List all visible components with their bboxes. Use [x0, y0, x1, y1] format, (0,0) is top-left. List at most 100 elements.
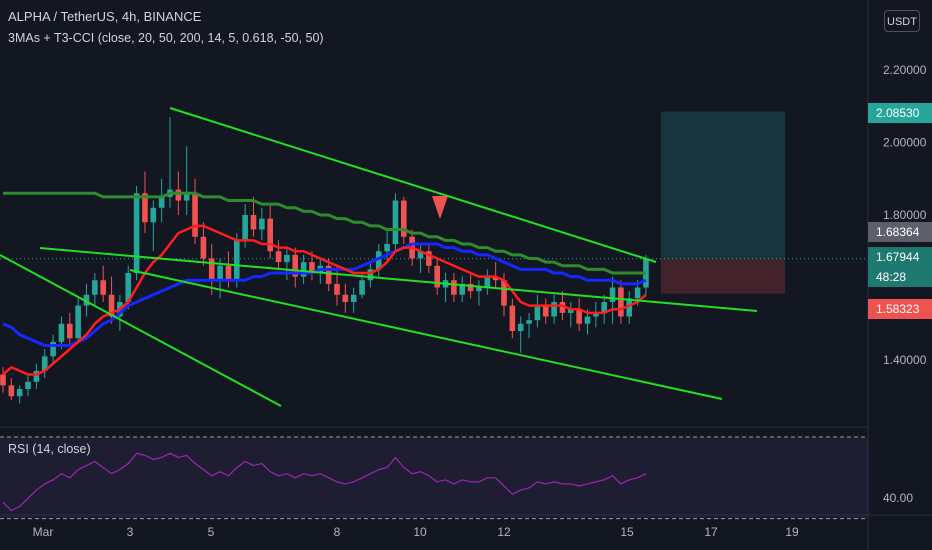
y-tick-label: 2.00000: [883, 136, 927, 150]
x-tick-label: 12: [497, 525, 511, 539]
rsi-line: [2, 452, 647, 512]
candle-body: [384, 244, 390, 252]
candle-body: [459, 283, 466, 295]
candle-body: [476, 287, 482, 292]
candle-body: [618, 287, 624, 317]
candle-body: [601, 302, 607, 313]
symbol-title: ALPHA / TetherUS, 4h, BINANCE: [8, 9, 202, 24]
candle-body: [108, 294, 115, 317]
x-tick-label: 8: [334, 525, 341, 539]
candle-body: [275, 251, 282, 263]
candle-body: [492, 276, 499, 281]
candle-body: [300, 262, 307, 277]
candle-body: [175, 189, 182, 201]
candle-body: [267, 218, 273, 252]
trendline-upper: [169, 107, 657, 263]
candle-body: [284, 254, 290, 263]
candle-body: [593, 312, 599, 317]
candle-body: [92, 280, 98, 295]
candle-body: [259, 218, 265, 230]
candle-body: [0, 374, 6, 386]
candle-body: [125, 273, 132, 302]
candle-body: [542, 305, 549, 317]
ma50-line: [2, 242, 647, 347]
candle-body: [334, 283, 340, 295]
candle-body: [517, 323, 524, 331]
candle-body: [33, 370, 40, 382]
candle-body: [509, 305, 516, 331]
x-tick-label: 5: [208, 525, 215, 539]
candle-body: [217, 265, 223, 281]
candle-body: [41, 356, 48, 371]
price-tag-crosshair: 1.68364: [868, 222, 932, 242]
y-tick-label: 1.80000: [883, 208, 927, 222]
candle-body: [183, 193, 190, 201]
candle-body: [67, 323, 73, 339]
candle-body: [292, 254, 299, 277]
trendline-middle: [39, 247, 758, 312]
y-tick-label: 2.20000: [883, 63, 927, 77]
candle-body: [484, 276, 491, 288]
long-target-zone: [661, 111, 785, 259]
candle-body: [401, 200, 407, 237]
x-tick-label: Mar: [33, 525, 54, 539]
bar-countdown: 48:28: [868, 267, 932, 287]
price-tag-target: 2.08530: [868, 103, 932, 123]
candle-body: [309, 262, 315, 273]
indicator-legend: 3MAs + T3-CCI (close, 20, 50, 200, 14, 5…: [8, 31, 324, 45]
x-tick-label: 19: [785, 525, 799, 539]
candle-body: [150, 207, 157, 223]
candle-body: [551, 302, 557, 317]
candle-body: [392, 200, 399, 244]
candle-body: [100, 280, 106, 295]
price-tag-last: 1.67944: [868, 247, 932, 267]
candle-body: [434, 265, 440, 288]
candle-body: [16, 389, 23, 397]
candle-body: [50, 341, 56, 357]
candle-body: [534, 305, 541, 321]
x-tick-label: 3: [127, 525, 134, 539]
candle-body: [142, 193, 148, 223]
candle-body: [526, 320, 532, 324]
x-tick-label: 10: [413, 525, 427, 539]
candle-body: [200, 236, 207, 259]
candle-body: [359, 280, 365, 295]
candle-body: [342, 294, 349, 302]
candle-body: [417, 251, 424, 259]
rsi-band: [0, 437, 868, 519]
candle-body: [367, 269, 374, 281]
price-tag-stop: 1.58323: [868, 299, 932, 319]
candle-body: [158, 196, 165, 208]
long-stop-zone: [661, 258, 785, 294]
y-tick-label: 1.40000: [883, 353, 927, 367]
ma200-line: [3, 191, 646, 275]
candle-body: [451, 280, 457, 295]
candle-body: [75, 305, 81, 339]
candle-body: [426, 251, 432, 266]
sell-signal-arrow: [432, 196, 448, 219]
candle-body: [133, 193, 140, 273]
candle-body: [568, 309, 574, 313]
candle-body: [242, 215, 248, 241]
candle-body: [626, 298, 633, 317]
candle-body: [634, 287, 641, 299]
candle-body: [467, 283, 474, 292]
candle-body: [584, 316, 591, 324]
candle-body: [192, 193, 198, 237]
candle-body: [208, 258, 215, 281]
currency-button[interactable]: USDT: [884, 10, 920, 32]
candle-body: [609, 287, 616, 302]
candle-body: [225, 265, 232, 281]
ma20-line: [2, 224, 647, 376]
x-tick-label: 17: [704, 525, 718, 539]
x-tick-label: 15: [620, 525, 634, 539]
candle-body: [83, 294, 90, 306]
candle-body: [325, 265, 332, 284]
candle-body: [501, 280, 507, 306]
candle-body: [58, 323, 65, 342]
rsi-legend: RSI (14, close): [8, 442, 91, 456]
trendline-lower: [129, 269, 723, 400]
candle-body: [350, 294, 357, 302]
candle-body: [25, 381, 31, 389]
